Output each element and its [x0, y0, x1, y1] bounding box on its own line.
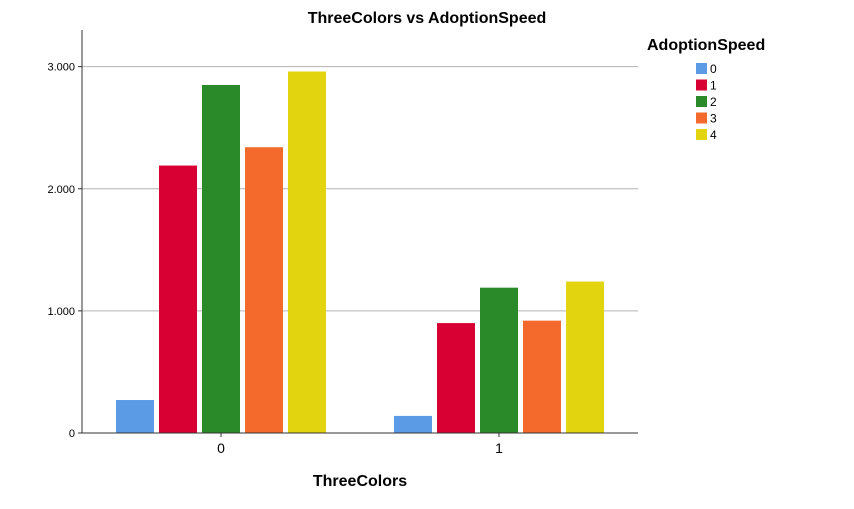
- bar-series-4-cat-0: [288, 71, 326, 433]
- y-tick-label: 0: [69, 428, 75, 440]
- y-tick-label: 1.000: [47, 306, 75, 318]
- bar-series-1-cat-1: [437, 323, 475, 433]
- x-tick-label: 1: [495, 440, 503, 456]
- legend-swatch: [696, 96, 707, 107]
- legend: AdoptionSpeed 0 1 2 3 4: [647, 37, 765, 142]
- y-tick-label: 2.000: [47, 184, 75, 196]
- x-axis-title: ThreeColors: [313, 473, 407, 490]
- axes: 0 1.000 2.000 3.000 0 1: [47, 30, 638, 456]
- bar-series-0-cat-0: [116, 400, 154, 433]
- y-tick-label: 3.000: [47, 62, 75, 74]
- legend-label: 3: [710, 112, 717, 126]
- bar-series-2-cat-0: [202, 84, 240, 434]
- legend-title: AdoptionSpeed: [647, 37, 765, 54]
- bar-series-0-cat-1: [394, 415, 432, 433]
- legend-swatch: [696, 79, 707, 91]
- legend-label: 2: [710, 95, 717, 109]
- legend-label: 4: [710, 128, 717, 142]
- bar-series-4-cat-1: [566, 281, 604, 433]
- bars: [116, 71, 604, 434]
- bar-series-3-cat-1: [523, 320, 561, 433]
- legend-swatch: [696, 63, 707, 74]
- chart-title: ThreeColors vs AdoptionSpeed: [308, 10, 547, 27]
- bar-series-1-cat-0: [159, 165, 197, 433]
- bar-series-2-cat-1: [480, 287, 518, 433]
- legend-swatch: [696, 112, 707, 124]
- legend-label: 0: [710, 62, 717, 76]
- legend-label: 1: [710, 79, 717, 93]
- x-tick-label: 0: [217, 440, 225, 456]
- bar-series-3-cat-0: [245, 147, 283, 433]
- legend-swatch: [696, 129, 707, 140]
